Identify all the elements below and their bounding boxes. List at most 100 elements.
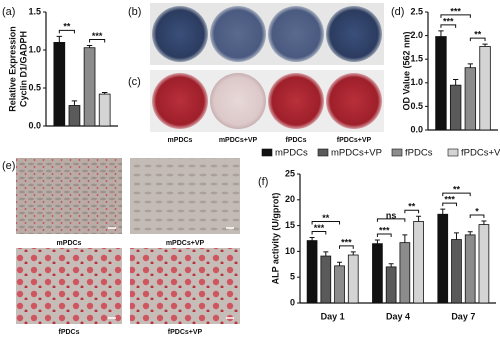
- significance-bracket: [58, 29, 75, 34]
- panel-letter: (c): [128, 76, 141, 88]
- bar: [464, 234, 476, 304]
- y-tick-label: 0.5: [28, 82, 41, 92]
- y-tick-label: 15: [285, 220, 295, 230]
- y-tick-label: 5: [290, 272, 295, 282]
- error-bar: [309, 236, 315, 241]
- well: [210, 73, 266, 129]
- bar: [479, 46, 491, 131]
- error-bar: [71, 100, 78, 106]
- significance-label: ***: [444, 194, 455, 204]
- y-tick-label: 1.5: [410, 54, 423, 64]
- error-bar: [86, 44, 93, 48]
- legend-swatch: [261, 148, 273, 157]
- significance-label: ***: [443, 16, 454, 26]
- significance-bracket: [440, 14, 471, 18]
- bar: [306, 240, 318, 304]
- error-bar: [388, 263, 394, 267]
- significance-bracket: [376, 218, 406, 222]
- panel-letter: (e): [2, 160, 15, 172]
- significance-label: ***: [92, 31, 103, 41]
- well: [210, 6, 266, 62]
- y-axis-label: OD Value (562 nm): [401, 31, 411, 110]
- legend-label: fPDCs+VP: [461, 148, 500, 159]
- significance-bracket: [404, 209, 420, 214]
- y-tick-label: 2.0: [410, 30, 423, 40]
- panel-letter: (a): [2, 6, 15, 18]
- y-tick-label: 1.0: [410, 77, 423, 87]
- error-bar: [481, 220, 487, 225]
- well: [268, 73, 324, 129]
- significance-label: **: [408, 202, 416, 212]
- well: [152, 73, 208, 129]
- x-tick-label: Day 1: [321, 311, 345, 321]
- micrograph-label: mPDCs: [57, 240, 82, 247]
- micrograph: [16, 248, 122, 324]
- bar: [437, 213, 449, 304]
- error-bar: [416, 215, 422, 222]
- bar: [413, 221, 424, 304]
- error-bar: [453, 78, 459, 86]
- error-bar: [337, 261, 342, 266]
- y-axis-label: Relative Expression: [7, 26, 17, 112]
- micrograph: [130, 158, 240, 234]
- error-bar: [402, 234, 408, 243]
- well: [326, 73, 382, 129]
- significance-label: ***: [450, 6, 461, 16]
- significance-bracket: [311, 220, 341, 225]
- y-tick-label: 0: [290, 297, 295, 307]
- significance-label: *: [475, 206, 479, 216]
- y-tick-label: 20: [285, 194, 295, 204]
- significance-label: **: [63, 22, 71, 32]
- legend-swatch: [391, 148, 403, 157]
- significance-bracket: [440, 24, 457, 28]
- y-tick-label: 0.0: [28, 120, 41, 130]
- stain-b: (b): [128, 3, 384, 65]
- significance-bracket: [469, 214, 485, 218]
- significance-label: **: [474, 29, 482, 39]
- panel-letter: (f): [258, 176, 268, 188]
- error-bar: [440, 208, 446, 215]
- bar: [334, 265, 345, 304]
- y-tick-label: 1.5: [28, 6, 41, 16]
- bar: [464, 67, 477, 131]
- error-bar: [454, 232, 459, 240]
- significance-bracket: [442, 202, 457, 207]
- micrograph-label: fPDCs+VP: [168, 329, 203, 336]
- bar: [435, 36, 447, 131]
- bar: [83, 47, 96, 127]
- error-bar: [467, 63, 473, 68]
- x-tick-label: Day 4: [386, 311, 410, 321]
- micrograph-label: fPDCs: [58, 329, 79, 336]
- bar: [68, 105, 81, 127]
- error-bar: [374, 239, 380, 244]
- bar: [478, 224, 490, 304]
- bar: [451, 239, 462, 304]
- significance-label: **: [322, 213, 330, 223]
- significance-bracket: [311, 230, 327, 235]
- significance-bracket: [469, 37, 486, 42]
- legend-swatch: [447, 148, 459, 157]
- bar: [372, 243, 383, 304]
- y-tick-label: 1.0: [28, 44, 41, 54]
- well-label: mPDCs: [168, 137, 193, 144]
- error-bar: [323, 251, 329, 257]
- micrograph: [130, 248, 240, 324]
- y-tick-label: 10: [285, 246, 295, 256]
- y-tick-label: 0.0: [410, 124, 423, 134]
- y-tick-label: 2.5: [410, 6, 423, 16]
- well-label: mPDCs+VP: [219, 137, 258, 144]
- panel-letter: (b): [128, 6, 141, 18]
- error-bar: [101, 92, 108, 95]
- significance-label: **: [453, 184, 461, 194]
- error-bar: [482, 43, 488, 47]
- bar: [347, 254, 359, 304]
- micrographs-e: (e) mPDCs mPDCs+VP fPDCs fPDCs+VP: [2, 158, 240, 336]
- error-bar: [438, 30, 444, 37]
- error-bar: [350, 251, 356, 256]
- error-bar: [467, 231, 473, 235]
- y-tick-label: 0.5: [410, 101, 423, 111]
- micrograph-label: mPDCs+VP: [166, 240, 205, 247]
- error-bar: [56, 35, 63, 43]
- legend-swatch: [317, 148, 329, 157]
- micrograph: [16, 158, 122, 234]
